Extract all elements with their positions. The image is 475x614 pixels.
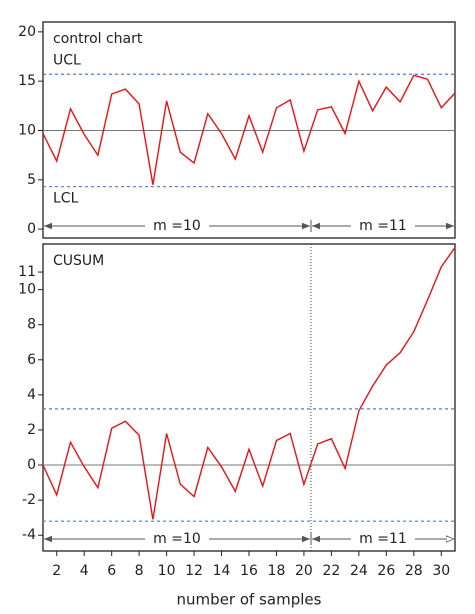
- y-tick-label: -4: [22, 527, 36, 543]
- y-tick-label: 8: [27, 317, 36, 333]
- x-tick-label: 18: [268, 563, 286, 579]
- x-tick-label: 26: [377, 563, 395, 579]
- x-axis-label: number of samples: [177, 591, 322, 609]
- x-tick-label: 24: [350, 563, 368, 579]
- plot-frame: [42, 243, 456, 552]
- panel-title: control chart: [53, 31, 143, 47]
- x-tick-label: 10: [158, 563, 176, 579]
- y-tick-label: 20: [18, 24, 36, 40]
- y-tick-label: 2: [27, 422, 36, 438]
- series-line: [42, 247, 456, 520]
- x-tick-label: 20: [295, 563, 313, 579]
- y-tick-label: -2: [22, 492, 36, 508]
- y-tick-label: 10: [18, 282, 36, 298]
- y-tick-label: 15: [18, 73, 36, 89]
- x-tick-label: 6: [107, 563, 116, 579]
- segment-label-bg: [145, 530, 209, 548]
- segment-label: m =10: [153, 531, 201, 547]
- panel-title: CUSUM: [53, 253, 104, 269]
- y-tick-label: 10: [18, 122, 36, 138]
- series-line: [42, 74, 456, 185]
- x-tick-label: 4: [80, 563, 89, 579]
- segment-label-bg: [351, 217, 415, 235]
- limit-label: UCL: [53, 52, 81, 68]
- segment-label: m =10: [153, 218, 201, 234]
- y-tick-label: 0: [27, 221, 36, 237]
- x-tick-label: 30: [432, 563, 450, 579]
- segment-label: m =11: [359, 218, 407, 234]
- segment-label-bg: [351, 530, 415, 548]
- x-tick-label: 22: [322, 563, 340, 579]
- y-tick-label: 5: [27, 172, 36, 188]
- segment-label: m =11: [359, 531, 407, 547]
- y-tick-label: 0: [27, 457, 36, 473]
- x-tick-label: 16: [240, 563, 258, 579]
- limit-label: LCL: [53, 191, 79, 207]
- y-tick-label: 6: [27, 352, 36, 368]
- x-tick-label: 12: [185, 563, 203, 579]
- y-tick-label: 4: [27, 387, 36, 403]
- x-tick-label: 28: [405, 563, 423, 579]
- x-tick-label: 2: [52, 563, 61, 579]
- segment-label-bg: [145, 217, 209, 235]
- x-tick-label: 8: [135, 563, 144, 579]
- x-tick-label: 14: [213, 563, 231, 579]
- y-tick-label: 11: [18, 264, 36, 280]
